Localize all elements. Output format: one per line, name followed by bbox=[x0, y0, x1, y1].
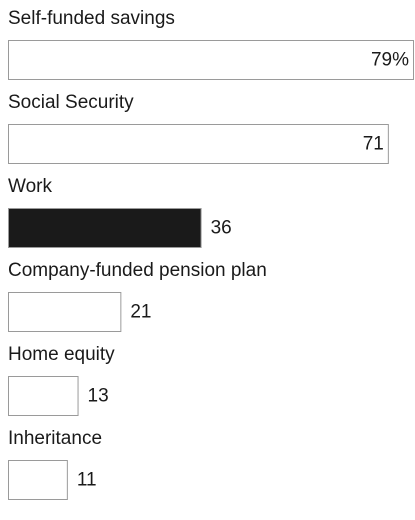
value-label: 11 bbox=[77, 470, 97, 491]
value-label: 79% bbox=[371, 50, 409, 71]
category-label: Home equity bbox=[8, 344, 115, 365]
value-label: 21 bbox=[130, 302, 151, 323]
value-label: 36 bbox=[211, 218, 232, 239]
category-label: Self-funded savings bbox=[8, 8, 175, 29]
bar bbox=[8, 376, 79, 416]
category-label: Social Security bbox=[8, 92, 134, 113]
category-label: Company-funded pension plan bbox=[8, 260, 267, 281]
bar bbox=[8, 460, 68, 500]
bar bbox=[8, 124, 389, 164]
value-label: 13 bbox=[88, 386, 109, 407]
category-label: Work bbox=[8, 176, 52, 197]
value-label: 71 bbox=[363, 134, 384, 155]
bar bbox=[8, 208, 202, 248]
category-label: Inheritance bbox=[8, 428, 102, 449]
bar bbox=[8, 292, 122, 332]
bar bbox=[8, 40, 414, 80]
